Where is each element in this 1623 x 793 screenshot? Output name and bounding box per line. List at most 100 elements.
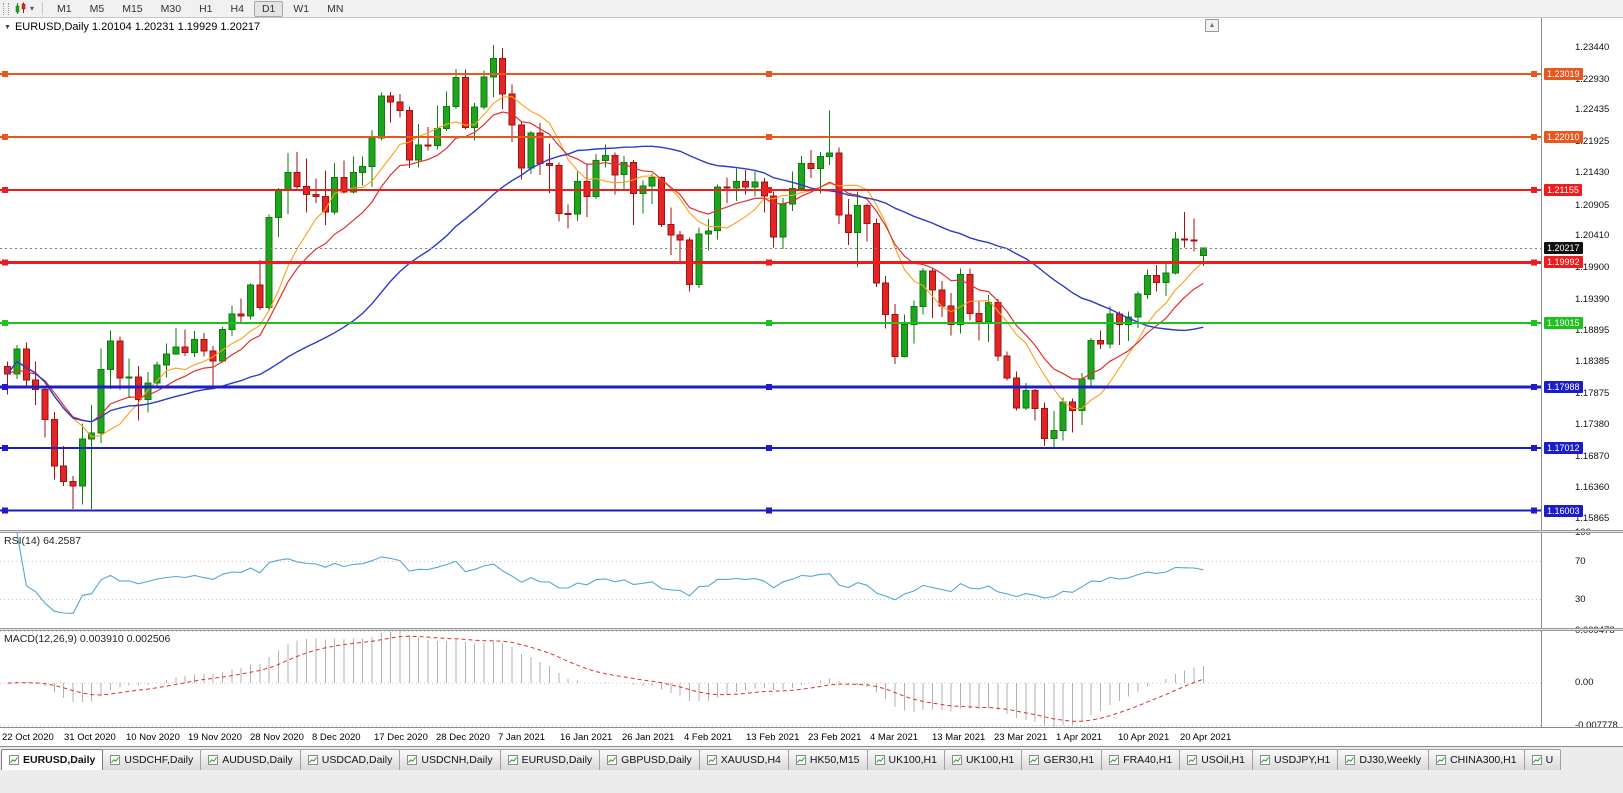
- tab-chart-icon: [1259, 755, 1270, 765]
- price-line-label: 1.23019: [1544, 68, 1583, 81]
- tab-dj30-weekly[interactable]: DJ30,Weekly: [1337, 749, 1430, 770]
- date-axis[interactable]: 22 Oct 2020 31 Oct 2020 10 Nov 2020 19 Nov …: [0, 727, 1623, 746]
- tab-usdjpy-h1[interactable]: USDJPY,H1: [1251, 749, 1339, 770]
- rsi-indicator-pane[interactable]: RSI(14) 64.2587: [0, 533, 1541, 628]
- price-line-label: 1.17988: [1544, 381, 1583, 394]
- date-tick-label: 4 Mar 2021: [870, 732, 919, 743]
- macd-grid: [0, 631, 1541, 727]
- pane-splitter-macd[interactable]: [0, 628, 1623, 631]
- toolbar-grip[interactable]: [3, 2, 9, 15]
- macd-tick-label: 0.00: [1575, 677, 1594, 688]
- candlesticks: [4, 44, 1207, 509]
- macd-indicator-pane[interactable]: MACD(12,26,9) 0.003910 0.002506: [0, 631, 1541, 727]
- tab-label: CHINA300,H1: [1450, 754, 1517, 766]
- tab-chart-icon: [1029, 755, 1040, 765]
- timeframe-button-m1[interactable]: M1: [57, 2, 72, 15]
- timeframe-buttons: M1 M5 M15 M30 H1 H4 D1 W1 MN: [48, 0, 352, 17]
- timeframe-button-mn[interactable]: MN: [327, 2, 344, 15]
- date-tick-label: 20 Apr 2021: [1180, 732, 1232, 743]
- pane-splitter-rsi[interactable]: [0, 530, 1623, 533]
- tab-label: DJ30,Weekly: [1359, 754, 1422, 766]
- tab-chart-icon: [1531, 755, 1542, 765]
- tab-chart-icon: [1187, 755, 1198, 765]
- tab-uk100-h1[interactable]: UK100,H1: [866, 749, 945, 770]
- price-tick-label: 1.16870: [1575, 451, 1610, 462]
- date-tick-label: 13 Mar 2021: [932, 732, 986, 743]
- price-tick-label: 1.17875: [1575, 388, 1610, 399]
- price-line-label: 1.19992: [1544, 256, 1583, 269]
- timeframe-button-m5[interactable]: M5: [89, 2, 105, 15]
- date-tick-label: 1 Apr 2021: [1056, 732, 1102, 743]
- tab-audusd-daily[interactable]: AUDUSD,Daily: [200, 749, 301, 770]
- chart-shift-marker[interactable]: ▲: [1205, 19, 1219, 32]
- date-tick-label: 16 Jan 2021: [560, 732, 613, 743]
- price-axis[interactable]: 1.23440 1.22930 1.22435 1.21925 1.21430 1.209…: [1541, 18, 1623, 731]
- price-line-label: 1.21155: [1544, 184, 1582, 197]
- chart-header: ▼ EURUSD,Daily 1.20104 1.20231 1.19929 1…: [4, 21, 260, 33]
- price-tick-label: 1.21430: [1575, 167, 1610, 178]
- macd-canvas[interactable]: [0, 631, 1541, 727]
- timeframe-button-m15[interactable]: M15: [122, 2, 143, 15]
- tab-gbpusd-daily[interactable]: GBPUSD,Daily: [599, 749, 700, 770]
- tab-label: UK100,H1: [888, 754, 937, 766]
- macd-label: MACD(12,26,9) 0.003910 0.002506: [4, 633, 171, 645]
- timeframe-button-h4[interactable]: H4: [230, 2, 244, 15]
- date-tick-label: 10 Nov 2020: [126, 732, 180, 743]
- tab-chart-icon: [307, 755, 318, 765]
- tab-chart-icon: [407, 755, 418, 765]
- price-tick-label: 1.19390: [1575, 294, 1610, 305]
- tab-chart-icon: [507, 755, 518, 765]
- price-tick-label: 1.23440: [1575, 42, 1610, 53]
- tab-label: EURUSD,Daily: [521, 754, 593, 766]
- tab-u[interactable]: U: [1523, 749, 1562, 770]
- date-tick-label: 26 Jan 2021: [622, 732, 675, 743]
- price-tick-label: 1.22930: [1575, 74, 1610, 85]
- one-click-trading-icon[interactable]: ▼: [4, 23, 11, 31]
- tab-label: EURUSD,Daily: [23, 754, 96, 766]
- tab-eurusd-daily[interactable]: EURUSD,Daily: [499, 749, 601, 770]
- price-tick-label: 1.21925: [1575, 136, 1610, 147]
- rsi-canvas[interactable]: [0, 533, 1541, 628]
- horizontal-lines[interactable]: [0, 71, 1541, 514]
- tab-chart-icon: [874, 755, 885, 765]
- tab-label: USDCAD,Daily: [321, 754, 393, 766]
- tab-label: AUDUSD,Daily: [222, 754, 293, 766]
- tab-fra40-h1[interactable]: FRA40,H1: [1101, 749, 1181, 770]
- tab-usdcnh-daily[interactable]: USDCNH,Daily: [399, 749, 501, 770]
- price-chart-canvas[interactable]: [0, 18, 1541, 530]
- date-tick-label: 4 Feb 2021: [684, 732, 733, 743]
- dropdown-arrow-icon[interactable]: ▾: [30, 4, 35, 13]
- price-chart-pane[interactable]: ▼ EURUSD,Daily 1.20104 1.20231 1.19929 1…: [0, 18, 1541, 530]
- rsi-tick-label: 30: [1575, 594, 1586, 605]
- tab-usdcad-daily[interactable]: USDCAD,Daily: [299, 749, 401, 770]
- tab-ger30-h1[interactable]: GER30,H1: [1021, 749, 1103, 770]
- tab-chart-icon: [795, 755, 806, 765]
- tab-chart-icon: [1345, 755, 1356, 765]
- price-line-label: 1.19015: [1544, 317, 1583, 330]
- tab-label: UK100,H1: [965, 754, 1015, 766]
- tab-uk100-h1[interactable]: UK100,H1: [943, 749, 1023, 770]
- date-tick-label: 19 Nov 2020: [188, 732, 242, 743]
- tab-usoil-h1[interactable]: USOil,H1: [1179, 749, 1253, 770]
- tab-eurusd-daily[interactable]: EURUSD,Daily: [1, 749, 104, 770]
- tab-chart-icon: [1436, 755, 1447, 765]
- tab-chart-icon: [9, 755, 19, 765]
- tab-xauusd-h4[interactable]: XAUUSD,H4: [698, 749, 789, 770]
- timeframe-button-h1[interactable]: H1: [199, 2, 213, 15]
- timeframe-button-m30[interactable]: M30: [160, 2, 182, 15]
- date-tick-label: 22 Oct 2020: [2, 732, 54, 743]
- timeframe-button-d1[interactable]: D1: [253, 0, 284, 17]
- tab-chart-icon: [208, 755, 219, 765]
- tab-hk50-m15[interactable]: HK50,M15: [787, 749, 868, 770]
- tab-label: USDCHF,Daily: [124, 754, 194, 766]
- price-tick-label: 1.19900: [1575, 262, 1610, 273]
- timeframe-button-w1[interactable]: W1: [293, 2, 310, 15]
- tab-china300-h1[interactable]: CHINA300,H1: [1428, 749, 1525, 770]
- tab-label: GBPUSD,Daily: [621, 754, 692, 766]
- tab-usdchf-daily[interactable]: USDCHF,Daily: [102, 749, 202, 770]
- candlestick-chart-icon[interactable]: [13, 2, 29, 16]
- rsi-tick-label: 70: [1575, 556, 1586, 567]
- rsi-levels: [0, 561, 1541, 600]
- price-tick-label: 1.20410: [1575, 230, 1610, 241]
